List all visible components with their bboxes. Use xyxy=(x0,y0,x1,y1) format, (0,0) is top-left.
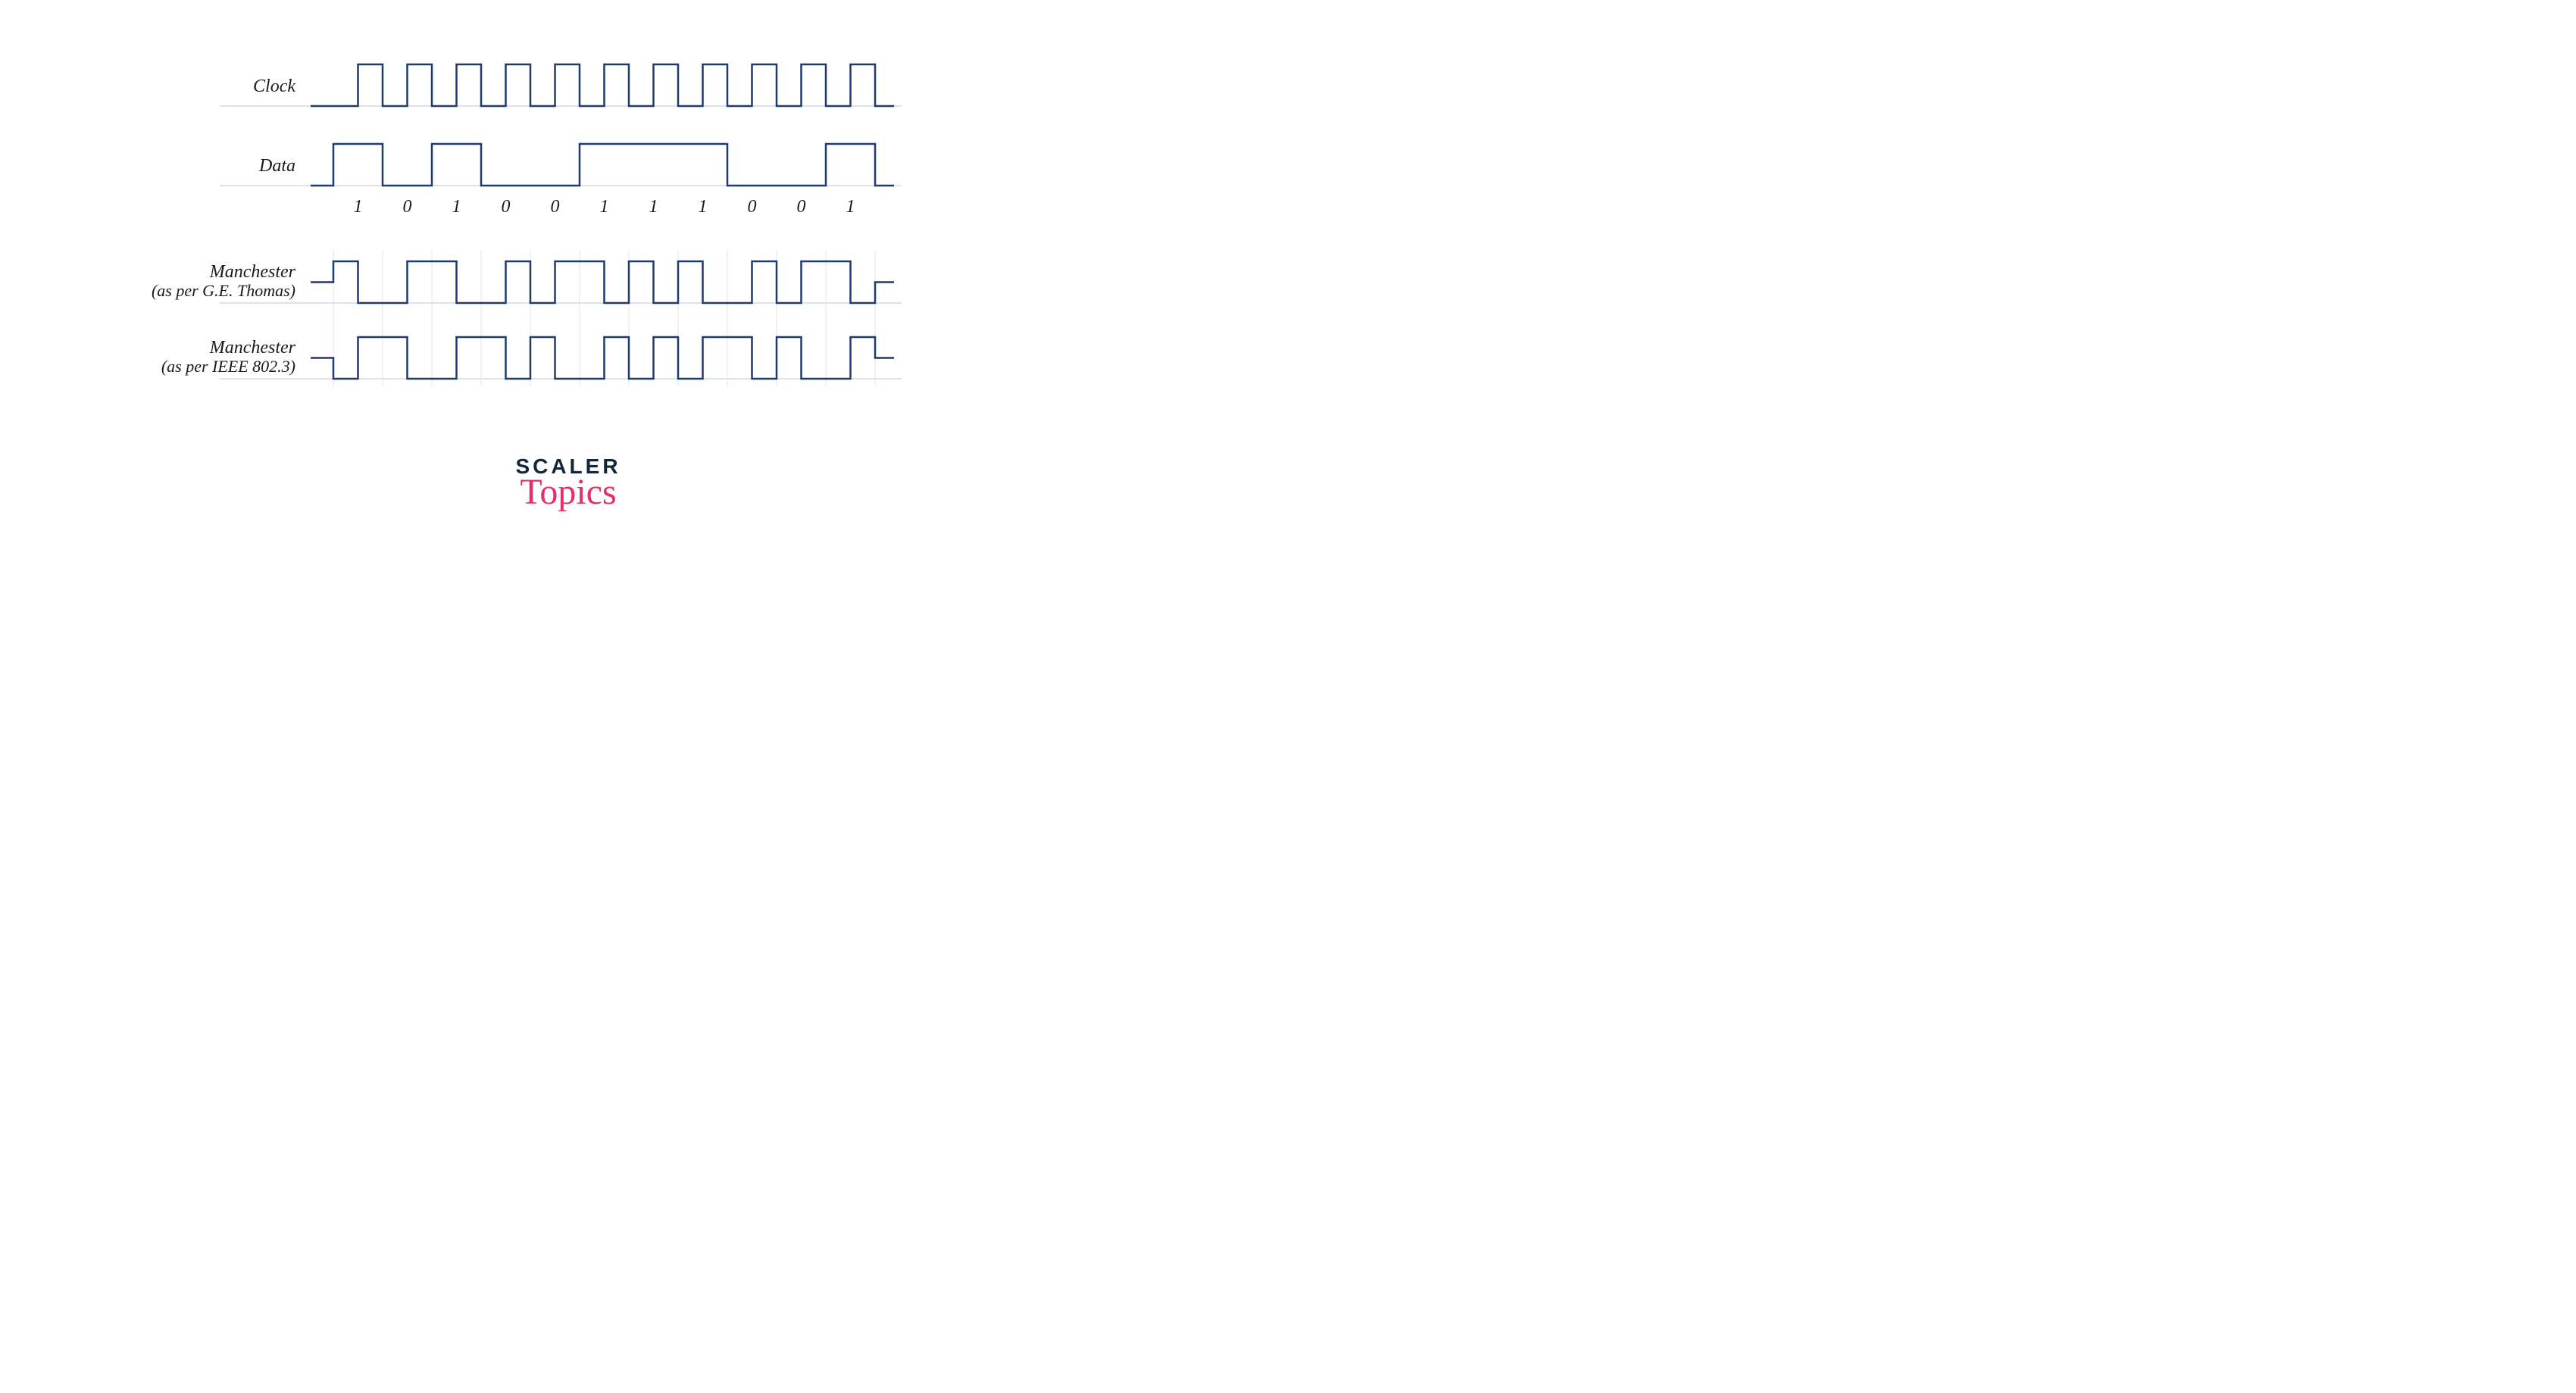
manch_ieee-label-line: (as per IEEE 802.3) xyxy=(98,358,295,376)
manch_ieee-waveform xyxy=(311,337,894,379)
manch_ieee-label: Manchester(as per IEEE 802.3) xyxy=(98,338,295,376)
logo-topics-text: Topics xyxy=(477,471,659,513)
bit-label: 0 xyxy=(403,197,412,217)
clock-waveform xyxy=(311,64,894,106)
manch_ieee-label-line: Manchester xyxy=(98,338,295,358)
manch_thomas-label: Manchester(as per G.E. Thomas) xyxy=(98,262,295,301)
data-waveform xyxy=(311,144,894,186)
manch_thomas-label-line: (as per G.E. Thomas) xyxy=(98,282,295,300)
bit-label: 0 xyxy=(551,197,560,217)
scaler-topics-logo: SCALERTopics xyxy=(477,454,659,513)
manch_thomas-label-line: Manchester xyxy=(98,262,295,282)
clock-label: Clock xyxy=(98,77,295,96)
bit-label: 1 xyxy=(452,197,461,217)
bit-label: 1 xyxy=(846,197,855,217)
bit-label: 0 xyxy=(748,197,757,217)
bit-label: 1 xyxy=(699,197,708,217)
bit-label: 1 xyxy=(354,197,363,217)
data-label: Data xyxy=(98,156,295,176)
clock-label-line: Clock xyxy=(98,77,295,96)
bit-label: 0 xyxy=(502,197,511,217)
bit-label: 0 xyxy=(797,197,806,217)
bit-label: 1 xyxy=(649,197,658,217)
manch_thomas-waveform xyxy=(311,261,894,303)
bit-label: 1 xyxy=(600,197,609,217)
data-label-line: Data xyxy=(98,156,295,176)
